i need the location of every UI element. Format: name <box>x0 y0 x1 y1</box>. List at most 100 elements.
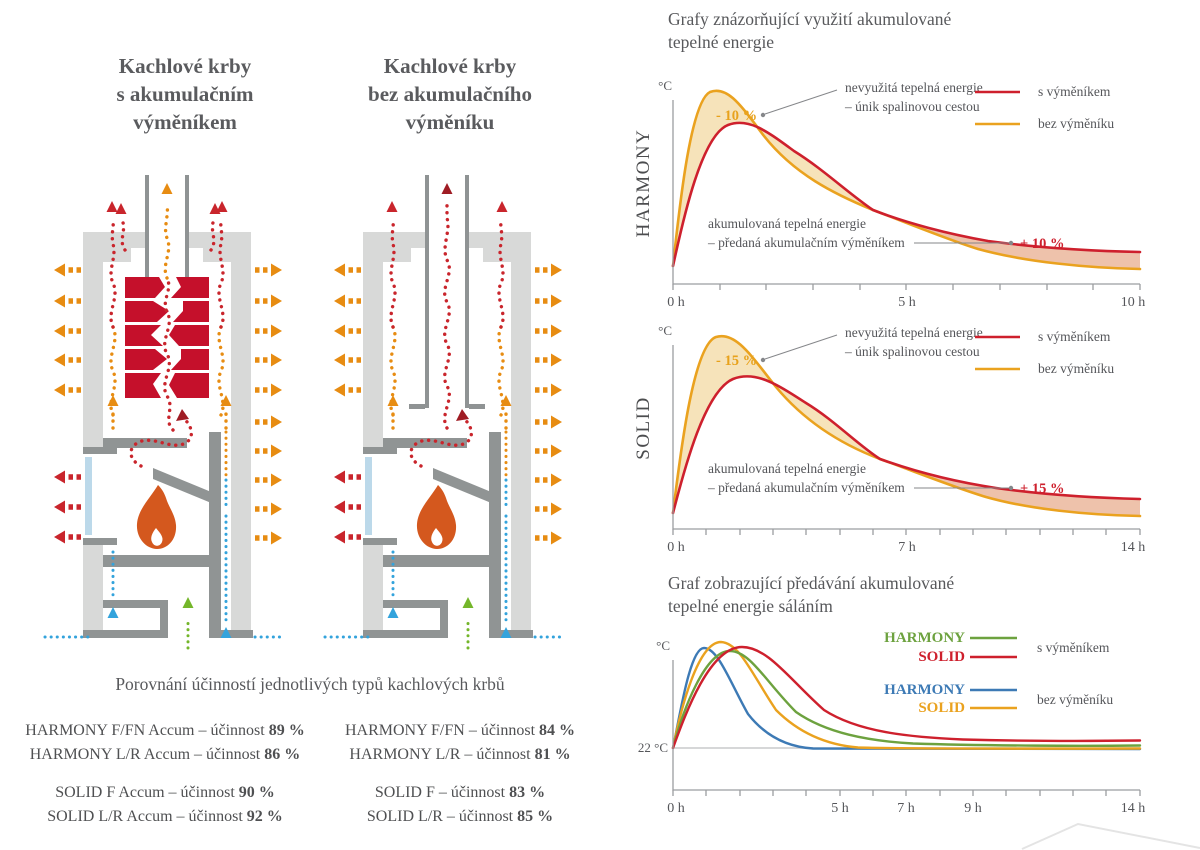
x-ticks <box>672 529 1141 535</box>
gain-annotation-line1: akumulovaná tepelná energie <box>708 216 866 231</box>
x-tick-label: 0 h <box>667 801 685 816</box>
model-label: SOLID F Accum – účinnost <box>55 784 235 801</box>
with-exchanger-curve <box>671 121 1142 268</box>
without-exchanger-legend-label: bez výměníku <box>1037 692 1113 707</box>
chimney-pipes <box>409 175 485 409</box>
model-label: SOLID L/R Accum – účinnost <box>47 808 243 825</box>
flame-icon <box>136 485 177 549</box>
model-label: SOLID F – účinnost <box>374 784 506 801</box>
chevron-up-decoration <box>1021 822 1200 850</box>
stove-with-title: Kachlové krby s akumulačním výměníkem <box>40 52 330 136</box>
without-exchanger-curve <box>671 334 1142 518</box>
stove-without-title-line1: Kachlové krby <box>383 54 517 78</box>
annotation-pointer <box>764 334 838 360</box>
legend: s výměníkem bez výměníku <box>975 84 1114 131</box>
efficiency-row: SOLID F – účinnost 83 % <box>300 784 620 802</box>
harmony-without-legend-label: HARMONY <box>884 682 965 698</box>
loss-annotation-line1: nevyužitá tepelná energie <box>845 325 983 340</box>
axes <box>672 660 1140 791</box>
radiation-transfer-chart: °C 22 °C 0 h 5 h 7 h 9 h 14 h HARMONY SO… <box>638 630 1146 816</box>
harmony-with-legend-label: HARMONY <box>884 630 965 646</box>
gain-annotation-line2: – předaná akumulačním výměníkem <box>707 235 905 250</box>
x-tick-label: 14 h <box>1121 540 1146 555</box>
model-label: HARMONY L/R – účinnost <box>349 746 531 763</box>
charts-section-title: Grafy znázorňující využití akumulované t… <box>668 8 1148 54</box>
convection-air-paths <box>43 395 285 650</box>
efficiency-row: SOLID F Accum – účinnost 90 % <box>5 784 325 802</box>
gain-percent-label: + 10 % <box>1020 236 1065 252</box>
without-exchanger-legend-label: bez výměníku <box>1038 361 1114 376</box>
gain-area <box>873 210 1140 269</box>
harmony-accumulation-chart: °C 0 h 5 h 10 h - 10 % nevyužitá tepelná… <box>658 78 1146 310</box>
door-glass <box>365 457 372 535</box>
legend: HARMONY SOLID s výměníkem HARMONY SOLID … <box>884 630 1113 716</box>
solid-with-curve <box>671 645 1142 750</box>
x-tick-label: 0 h <box>667 540 685 555</box>
efficiency-value: 83 % <box>509 784 546 801</box>
with-exchanger-legend-label: s výměníkem <box>1037 640 1110 655</box>
harmony-with-curve <box>671 649 1142 750</box>
radiation-section-title-line2: tepelné energie sáláním <box>668 596 833 616</box>
annotation-pointer-dot <box>760 357 766 363</box>
x-tick-label: 7 h <box>898 540 916 555</box>
efficiency-value: 86 % <box>264 746 301 763</box>
x-tick-label: 10 h <box>1121 295 1146 310</box>
x-tick-label: 14 h <box>1121 801 1146 816</box>
without-exchanger-legend-label: bez výměníku <box>1038 116 1114 131</box>
x-ticks <box>672 790 1141 796</box>
charts-section-title-line1: Grafy znázorňující využití akumulované <box>668 9 952 29</box>
with-exchanger-legend-label: s výměníkem <box>1038 329 1111 344</box>
stove-with-accumulator-diagram <box>43 175 285 650</box>
model-label: HARMONY L/R Accum – účinnost <box>29 746 261 763</box>
model-label: HARMONY F/FN – účinnost <box>344 722 536 739</box>
efficiency-row: HARMONY F/FN – účinnost 84 % <box>300 722 620 740</box>
annotation-pointer <box>764 89 838 115</box>
loss-percent-label: - 15 % <box>716 353 757 369</box>
stove-without-title-line2: bez akumulačního <box>368 82 532 106</box>
baseline-label: 22 °C <box>638 740 668 755</box>
door-glass <box>85 457 92 535</box>
radiation-section-title: Graf zobrazující předávání akumulované t… <box>668 572 1148 618</box>
x-ticks <box>672 284 1141 290</box>
loss-area <box>673 336 880 513</box>
solid-accumulation-chart: °C 0 h 7 h 14 h - 15 % nevyužitá tepelná… <box>658 323 1146 555</box>
efficiency-value: 92 % <box>246 808 283 825</box>
firebox-structure <box>363 432 533 638</box>
efficiency-value: 90 % <box>238 784 275 801</box>
with-exchanger-legend-label: s výměníkem <box>1038 84 1111 99</box>
x-tick-label: 9 h <box>964 801 982 816</box>
model-label: HARMONY F/FN Accum – účinnost <box>25 722 265 739</box>
x-tick-label: 5 h <box>898 295 916 310</box>
solid-with-legend-label: SOLID <box>918 649 965 665</box>
loss-annotation-line1: nevyužitá tepelná energie <box>845 80 983 95</box>
efficiency-row: HARMONY L/R – účinnost 81 % <box>300 746 620 764</box>
stove-without-accumulator-diagram <box>323 175 565 650</box>
stove-with-title-line3: výměníkem <box>133 110 237 134</box>
gain-annotation-line1: akumulovaná tepelná energie <box>708 461 866 476</box>
y-axis-unit: °C <box>658 78 672 93</box>
gain-area <box>880 459 1140 516</box>
y-axis-unit: °C <box>656 638 670 653</box>
flue-gas-paths <box>386 183 508 468</box>
efficiency-value: 85 % <box>517 808 554 825</box>
solid-without-curve <box>671 640 1142 750</box>
stove-with-title-line1: Kachlové krby <box>118 54 252 78</box>
efficiency-heading: Porovnání účinností jednotlivých typů ka… <box>115 674 505 694</box>
annotation-pointer-dot <box>760 112 766 118</box>
efficiency-value: 84 % <box>539 722 576 739</box>
firebox-structure <box>83 432 253 638</box>
loss-percent-label: - 10 % <box>716 108 757 124</box>
stove-without-title-line3: výměníku <box>405 110 495 134</box>
efficiency-value: 89 % <box>268 722 305 739</box>
model-label: SOLID L/R – účinnost <box>366 808 514 825</box>
x-tick-label: 7 h <box>897 801 915 816</box>
solid-without-legend-label: SOLID <box>918 700 965 716</box>
x-tick-label: 5 h <box>831 801 849 816</box>
efficiency-row: SOLID L/R Accum – účinnost 92 % <box>5 808 325 826</box>
flame-icon <box>416 485 457 549</box>
efficiency-row: HARMONY L/R Accum – účinnost 86 % <box>5 746 325 764</box>
annotation-pointer-dot <box>1008 240 1014 246</box>
charts-section-title-line2: tepelné energie <box>668 32 775 52</box>
x-tick-label: 0 h <box>667 295 685 310</box>
